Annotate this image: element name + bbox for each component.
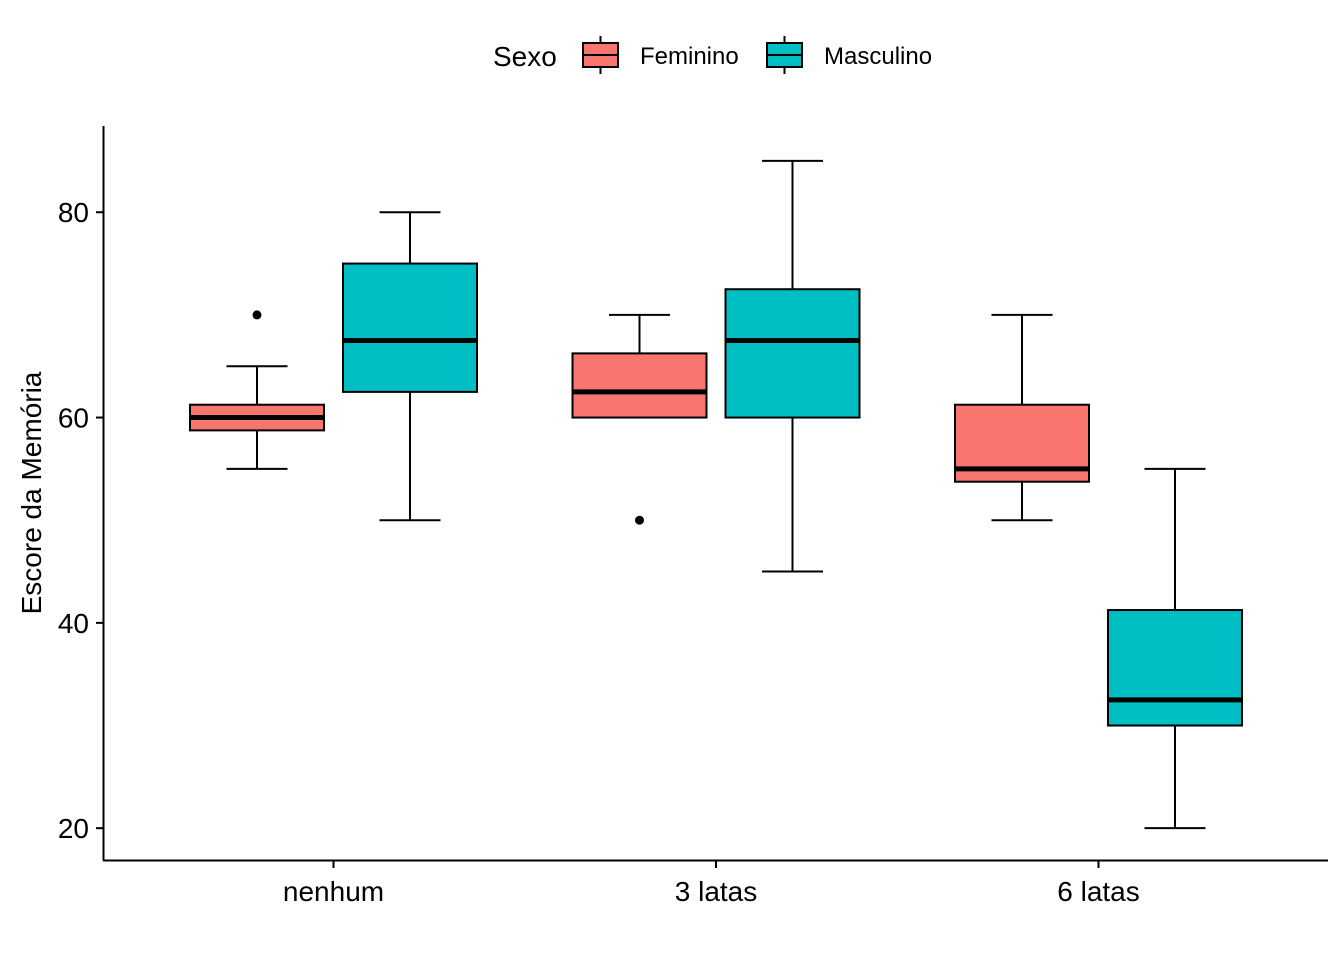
box-feminino-nenhum bbox=[189, 310, 325, 470]
plot-area: 20 40 60 80 nenhum 3 latas 6 latas bbox=[58, 126, 1328, 907]
legend-label: Masculino bbox=[824, 43, 932, 70]
box-masculino-3-latas bbox=[724, 159, 861, 573]
y-tick-label: 60 bbox=[58, 403, 89, 434]
y-tick-label: 80 bbox=[58, 197, 89, 228]
box-body bbox=[571, 352, 708, 419]
y-tick-label: 40 bbox=[58, 608, 89, 639]
x-tick-label: 6 latas bbox=[1057, 876, 1140, 907]
x-axis-ticks: nenhum 3 latas 6 latas bbox=[283, 861, 1140, 907]
legend-item-masculino: Masculino bbox=[766, 36, 932, 74]
legend-label: Feminino bbox=[640, 43, 739, 70]
x-tick-label: 3 latas bbox=[675, 876, 758, 907]
y-axis-title: Escore da Memória bbox=[16, 371, 47, 614]
box-masculino-6-latas bbox=[1107, 467, 1243, 830]
outlier-point bbox=[252, 310, 262, 320]
x-tick-label: nenhum bbox=[283, 876, 384, 907]
box-masculino-nenhum bbox=[342, 211, 478, 522]
legend-item-feminino: Feminino bbox=[582, 36, 739, 74]
y-tick-label: 20 bbox=[58, 813, 89, 844]
box-feminino-6-latas bbox=[954, 313, 1090, 522]
outlier-point bbox=[635, 515, 644, 525]
box-body bbox=[724, 288, 861, 419]
box-body bbox=[1107, 609, 1243, 727]
y-axis-ticks: 20 40 60 80 bbox=[58, 197, 103, 844]
legend-title: Sexo bbox=[493, 41, 557, 72]
legend: Sexo Feminino Masculino bbox=[493, 36, 932, 74]
box-body bbox=[342, 262, 478, 393]
box-feminino-3-latas bbox=[571, 313, 708, 525]
